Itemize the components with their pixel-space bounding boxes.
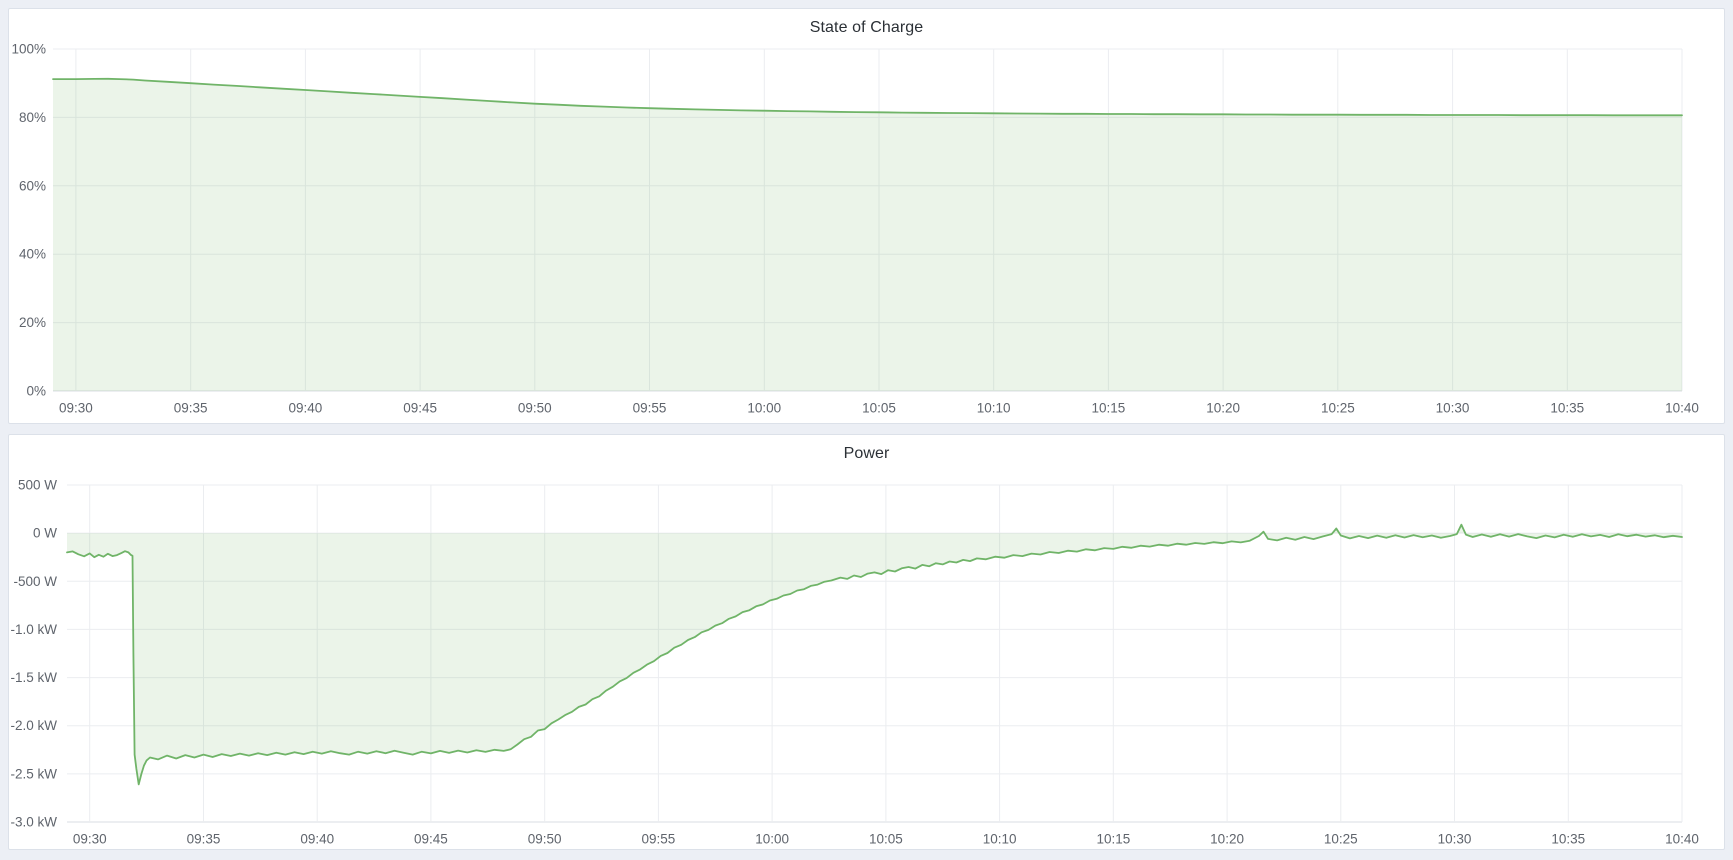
y-axis-tick-label: 500 W — [18, 478, 57, 493]
x-axis-tick-label: 10:00 — [755, 832, 789, 847]
x-axis-tick-label: 10:15 — [1096, 832, 1130, 847]
power-panel: 500 W 0 W -500 W -1.0 kW -1.5 kW -2.0 kW -2.5 … — [8, 434, 1725, 850]
x-axis-tick-label: 10:10 — [977, 401, 1011, 416]
x-axis-tick-label: 10:10 — [983, 832, 1017, 847]
y-axis-tick-label: 40% — [19, 247, 46, 262]
x-axis-tick-label: 10:05 — [869, 832, 903, 847]
y-axis-tick-label: 0% — [26, 384, 46, 399]
x-axis-tick-label: 09:50 — [518, 401, 552, 416]
power-chart-canvas[interactable]: 500 W 0 W -500 W -1.0 kW -1.5 kW -2.0 kW -2.5 … — [9, 435, 1724, 849]
power-panel-title[interactable]: Power — [843, 445, 890, 462]
x-axis-tick-label: 10:20 — [1206, 401, 1240, 416]
x-axis-tick-label: 09:35 — [187, 832, 221, 847]
x-axis-tick-label: 09:55 — [642, 832, 676, 847]
x-axis-tick-label: 10:30 — [1438, 832, 1472, 847]
x-axis-tick-label: 10:30 — [1436, 401, 1470, 416]
x-axis-tick-label: 10:25 — [1324, 832, 1358, 847]
x-axis-tick-label: 10:20 — [1210, 832, 1244, 847]
x-axis-tick-label: 09:30 — [59, 401, 93, 416]
x-axis-tick-label: 09:40 — [288, 401, 322, 416]
y-axis-tick-label: -2.5 kW — [10, 766, 57, 781]
x-axis-tick-label: 09:45 — [403, 401, 437, 416]
x-axis-tick-label: 10:05 — [862, 401, 896, 416]
y-axis-tick-label: 80% — [19, 110, 46, 125]
soc-panel: 0% 20% 40% 60% 80% 100% 09:30 09:35 09:40 09:45 09… — [8, 8, 1725, 424]
y-axis-tick-label: -3.0 kW — [10, 815, 57, 830]
y-axis-tick-label: 100% — [11, 42, 46, 57]
x-axis-tick-label: 09:50 — [528, 832, 562, 847]
x-axis-tick-label: 10:35 — [1550, 401, 1584, 416]
x-axis-tick-label: 09:30 — [73, 832, 107, 847]
x-axis-tick-label: 10:25 — [1321, 401, 1355, 416]
x-axis-tick-label: 09:55 — [633, 401, 667, 416]
y-axis-tick-label: 60% — [19, 178, 46, 193]
y-axis-tick-label: 20% — [19, 315, 46, 330]
x-axis-tick-label: 10:00 — [747, 401, 781, 416]
y-axis-tick-label: -500 W — [13, 574, 57, 589]
y-axis-tick-label: -2.0 kW — [10, 718, 57, 733]
y-axis-tick-label: -1.5 kW — [10, 670, 57, 685]
x-axis-tick-label: 10:35 — [1551, 832, 1585, 847]
x-axis-tick-label: 10:40 — [1665, 401, 1699, 416]
x-axis-tick-label: 09:45 — [414, 832, 448, 847]
x-axis-tick-label: 10:15 — [1092, 401, 1126, 416]
x-axis-tick-label: 09:35 — [174, 401, 208, 416]
y-axis-tick-label: 0 W — [33, 526, 57, 541]
y-axis-tick-label: -1.0 kW — [10, 622, 57, 637]
x-axis-tick-label: 09:40 — [300, 832, 334, 847]
soc-chart-canvas[interactable]: 0% 20% 40% 60% 80% 100% 09:30 09:35 09:40 09:45 09… — [9, 9, 1724, 423]
soc-panel-title[interactable]: State of Charge — [809, 19, 924, 36]
x-axis-tick-label: 10:40 — [1665, 832, 1699, 847]
